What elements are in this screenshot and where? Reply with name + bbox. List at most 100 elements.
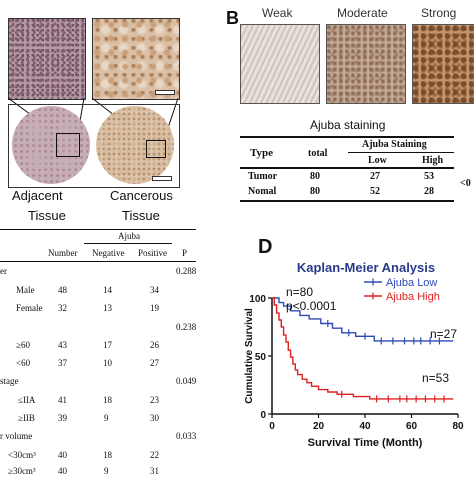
- c-row-1-number: 48: [58, 285, 67, 295]
- c-row-0-p: 0.288: [176, 266, 197, 276]
- c-row-5-pos: 27: [150, 358, 159, 368]
- c-row-11-label: ≥30cm³: [8, 466, 36, 476]
- staining-caption: Ajuba staining: [310, 118, 386, 132]
- stain-label-moderate: Moderate: [337, 6, 388, 20]
- c-row-8-number: 39: [58, 413, 67, 423]
- c-row-2-pos: 19: [150, 303, 159, 313]
- label-tissue-1: Tissue: [28, 208, 66, 223]
- row-tumor-high: 53: [424, 171, 434, 182]
- c-row-7-label: ≤IIA: [18, 395, 36, 405]
- scale-bar-2: [152, 176, 172, 181]
- km-chart-svg: Kaplan-Meier Analysis 0 50 100 0 20 40 60 80 Surv…: [244, 260, 464, 449]
- row-tumor-type: Tumor: [248, 171, 278, 182]
- c-rule-header: [0, 261, 196, 262]
- panel-b: B Weak Moderate Strong Ajuba staining Ty…: [222, 0, 474, 232]
- c-row-10-pos: 22: [150, 450, 159, 460]
- c-row-1-pos: 34: [150, 285, 159, 295]
- scale-bar: [155, 90, 175, 95]
- th-total: total: [308, 148, 328, 159]
- annotation-n: n=80: [286, 285, 313, 299]
- table-rule-header: [240, 167, 454, 169]
- c-row-9-label: r volume: [0, 431, 33, 441]
- c-rule-group: [84, 243, 172, 244]
- c-row-8-pos: 30: [150, 413, 159, 423]
- c-rule-top: [0, 229, 196, 230]
- stain-image-moderate: [326, 24, 406, 104]
- th-low: Low: [368, 155, 387, 166]
- cancerous-core-highlight: [146, 140, 166, 158]
- row-nomal-low: 52: [370, 186, 380, 197]
- c-row-4-neg: 17: [103, 340, 112, 350]
- row-nomal-type: Nomal: [248, 186, 277, 197]
- c-row-11-number: 40: [58, 466, 67, 476]
- panel-d-letter: D: [258, 236, 273, 258]
- legend-label: Ajuba High: [386, 291, 440, 303]
- annotation-p: p<0.0001: [286, 299, 337, 313]
- c-row-1-neg: 14: [103, 285, 112, 295]
- table-rule-bottom: [240, 200, 454, 202]
- km-line-ajuba-low: [272, 297, 454, 342]
- c-row-5-neg: 10: [103, 358, 112, 368]
- c-row-4-label: ≥60: [16, 340, 30, 350]
- annotation-n-low: n=27: [430, 327, 457, 341]
- th-type: Type: [250, 147, 274, 159]
- y-tick-label: 0: [260, 410, 266, 421]
- table-rule-top: [240, 136, 454, 138]
- label-cancerous: Cancerous: [110, 188, 173, 203]
- panel-a: Adjacent Cancerous Tissue Tissue: [0, 0, 230, 232]
- x-tick-label: 0: [269, 421, 275, 432]
- table-rule-group: [348, 152, 454, 153]
- th-high: High: [422, 155, 444, 166]
- c-row-5-label: <60: [16, 358, 31, 368]
- c-row-11-pos: 31: [150, 466, 159, 476]
- p-value-fragment: <0: [460, 178, 471, 189]
- tissue-core-frame: [8, 104, 180, 188]
- stain-label-strong: Strong: [421, 6, 457, 20]
- label-tissue-2: Tissue: [122, 208, 160, 223]
- row-tumor-total: 80: [310, 171, 320, 182]
- c-row-7-neg: 18: [103, 395, 112, 405]
- c-row-8-label: ≥IIB: [18, 413, 35, 423]
- panel-b-letter: B: [226, 8, 239, 28]
- adjacent-core-highlight: [56, 133, 80, 157]
- c-row-7-pos: 23: [150, 395, 159, 405]
- cancerous-zoom-image: [92, 18, 180, 100]
- x-tick-label: 80: [452, 421, 464, 432]
- c-th-number: Number: [48, 248, 78, 258]
- c-row-9-p: 0.033: [176, 431, 197, 441]
- c-row-6-p: 0.049: [176, 376, 197, 386]
- c-row-2-neg: 13: [103, 303, 112, 313]
- c-row-10-number: 40: [58, 450, 67, 460]
- th-ajuba-staining: Ajuba Staining: [362, 139, 427, 150]
- label-adjacent: Adjacent: [12, 188, 63, 203]
- km-line-ajuba-high: [272, 297, 454, 400]
- c-th-negative: Negative: [92, 248, 125, 258]
- adjacent-tissue-core: [12, 106, 90, 184]
- km-chart: Kaplan-Meier Analysis 0 50 100 0 20 40 60 80 Surv…: [232, 252, 474, 474]
- x-tick-label: 60: [406, 421, 418, 432]
- c-row-4-number: 43: [58, 340, 67, 350]
- row-nomal-total: 80: [310, 186, 320, 197]
- stain-image-strong: [412, 24, 474, 104]
- c-th-positive: Positive: [138, 248, 168, 258]
- c-row-2-label: Female: [16, 303, 43, 313]
- y-axis-label: Cumulative Survival: [244, 308, 255, 404]
- c-row-2-number: 32: [58, 303, 67, 313]
- c-th-p: P: [182, 248, 188, 258]
- chart-title: Kaplan-Meier Analysis: [297, 260, 435, 275]
- x-tick-label: 20: [313, 421, 325, 432]
- row-tumor-low: 27: [370, 171, 380, 182]
- x-axis-label: Survival Time (Month): [308, 437, 423, 449]
- x-tick-label: 40: [359, 421, 371, 432]
- c-row-7-number: 41: [58, 395, 67, 405]
- adjacent-zoom-image: [8, 18, 86, 100]
- row-nomal-high: 28: [424, 186, 434, 197]
- annotation-n-high: n=53: [422, 371, 449, 385]
- c-th-ajuba: Ajuba: [118, 231, 140, 241]
- c-row-6-label: stage: [0, 376, 19, 386]
- legend-label: Ajuba Low: [386, 277, 437, 289]
- y-tick-label: 100: [249, 294, 266, 305]
- c-row-4-pos: 26: [150, 340, 159, 350]
- c-row-0-label: er: [0, 266, 7, 276]
- c-row-10-neg: 18: [103, 450, 112, 460]
